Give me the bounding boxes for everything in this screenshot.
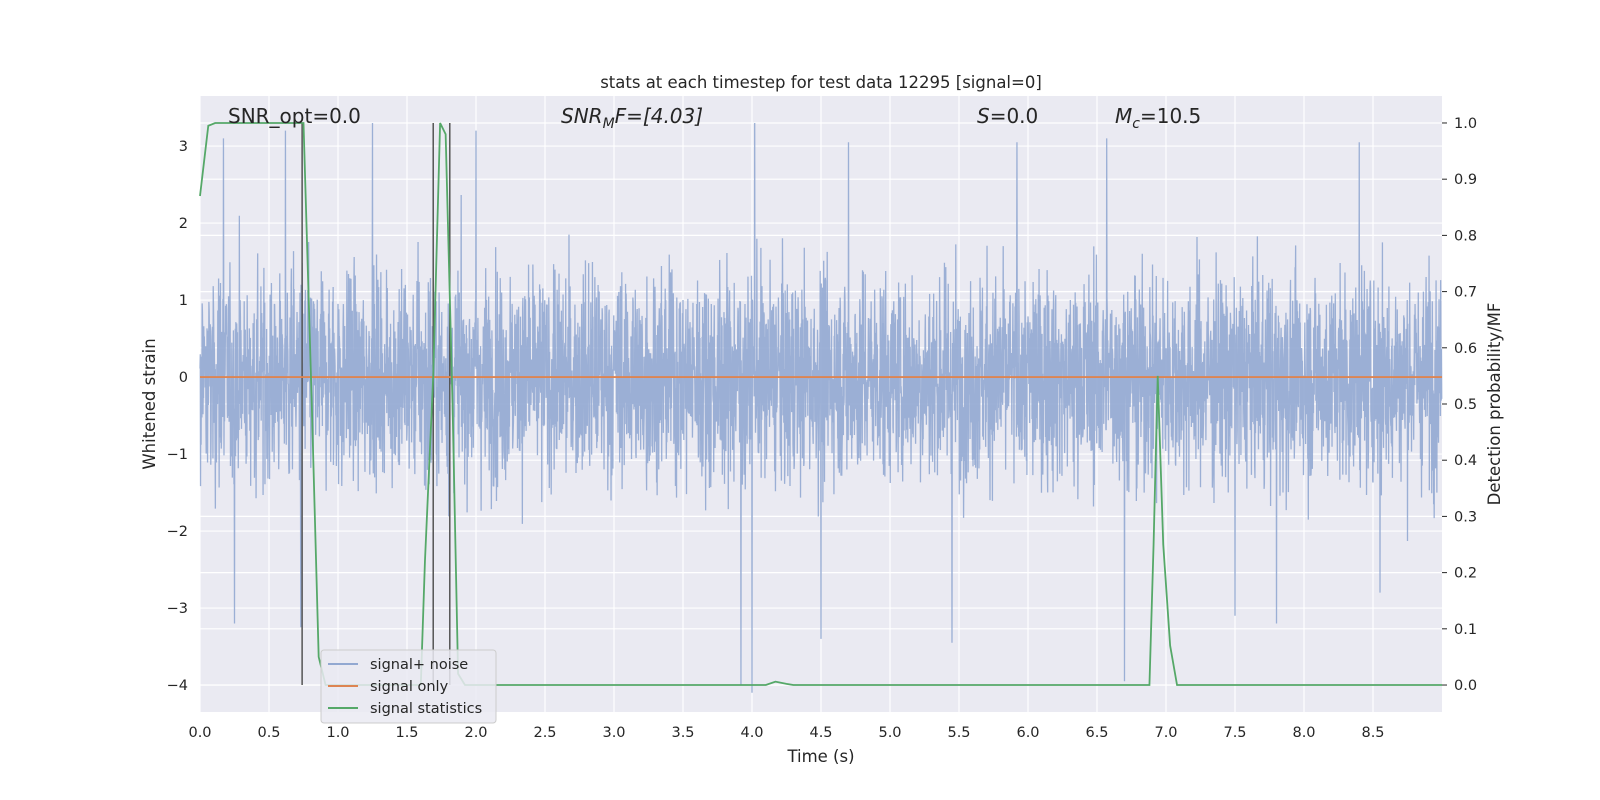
x-tick-label: 7.0: [1154, 725, 1177, 741]
x-tick-label: 6.0: [1016, 725, 1039, 741]
series-signal-noise: [199, 122, 1443, 693]
y-right-tick-label: 0.6: [1454, 341, 1477, 357]
s-value: =0.0: [990, 104, 1039, 128]
x-tick-label: 5.0: [878, 725, 901, 741]
legend-box: [320, 649, 497, 724]
annotation-s: S=0.0: [977, 104, 1038, 128]
x-tick-label: 6.5: [1085, 725, 1108, 741]
x-tick-label: 4.0: [740, 725, 763, 741]
statistics-line: [199, 122, 1442, 686]
y-tick-label: −2: [167, 524, 188, 540]
noise-line: [199, 122, 1443, 693]
x-tick-label: 4.5: [809, 725, 832, 741]
mc-sub: c: [1132, 116, 1140, 132]
legend: signal+ noise signal only signal statist…: [320, 649, 497, 724]
y-right-axis-label: Detection probability/MF: [1485, 303, 1504, 506]
series-signal-statistics: [199, 122, 1442, 686]
y-right-tick-label: 0.3: [1454, 509, 1477, 525]
y-right-tick-label: 0.9: [1454, 172, 1477, 188]
y-tick-label: −1: [167, 447, 188, 463]
y-right-tick-label: 0.8: [1454, 228, 1477, 244]
legend-label-signal-only: signal only: [370, 679, 449, 695]
x-tick-label: 3.5: [671, 725, 694, 741]
snr-mf-suffix: F=[4.03]: [615, 104, 703, 128]
y-axis-label: Whitened strain: [140, 338, 159, 469]
x-axis-label: Time (s): [786, 747, 854, 766]
y-right-tick-label: 0.5: [1454, 397, 1477, 413]
y-tick-label: 0: [179, 370, 188, 386]
y-right-tick-label: 0.0: [1454, 678, 1477, 694]
y-tick-label: 1: [179, 293, 188, 309]
y-tick-label: −3: [167, 601, 188, 617]
y-right-axis-ticks: 1.0 0.9 0.8 0.7 0.6 0.5 0.4 0.3 0.2 0.1 0.0: [1442, 116, 1477, 694]
x-tick-label: 1.5: [395, 725, 418, 741]
x-tick-label: 8.5: [1361, 725, 1384, 741]
vertical-markers: [301, 122, 451, 686]
y-tick-label: 2: [179, 216, 188, 232]
y-right-tick-label: 0.2: [1454, 566, 1477, 582]
y-right-tick-label: 0.4: [1454, 453, 1477, 469]
annotation-snr-mf: SNRMF=[4.03]: [561, 104, 703, 132]
annotation-snr-opt: SNR_opt=0.0: [228, 104, 361, 128]
legend-label-signal-statistics: signal statistics: [370, 701, 482, 717]
x-tick-label: 3.0: [602, 725, 625, 741]
chart-title: stats at each timestep for test data 122…: [600, 73, 1042, 92]
y-right-tick-label: 0.1: [1454, 622, 1477, 638]
annotation-mc: Mc=10.5: [1115, 104, 1201, 132]
legend-label-signal-noise: signal+ noise: [370, 657, 468, 673]
y-right-tick-label: 0.7: [1454, 285, 1477, 301]
x-tick-label: 2.0: [464, 725, 487, 741]
y-right-tick-label: 1.0: [1454, 116, 1477, 132]
y-tick-label: −4: [167, 678, 188, 694]
s-label: S: [977, 104, 990, 128]
x-tick-label: 5.5: [947, 725, 970, 741]
x-axis-ticks: 0.0 0.5 1.0 1.5 2.0 2.5 3.0 3.5 4.0 4.5 5.0 5.5 6.0 6…: [188, 725, 1384, 741]
x-tick-label: 7.5: [1223, 725, 1246, 741]
y-tick-label: 3: [179, 139, 188, 155]
snr-mf-prefix: SNR: [561, 104, 603, 128]
mc-label: M: [1115, 104, 1132, 128]
x-tick-label: 2.5: [533, 725, 556, 741]
x-tick-label: 1.0: [326, 725, 349, 741]
mc-value: =10.5: [1140, 104, 1201, 128]
y-axis-ticks: 3 2 1 0 −1 −2 −3 −4: [167, 139, 188, 694]
x-tick-label: 0.0: [188, 725, 211, 741]
x-tick-label: 8.0: [1292, 725, 1315, 741]
x-tick-label: 0.5: [257, 725, 280, 741]
snr-mf-sub: M: [603, 116, 615, 132]
